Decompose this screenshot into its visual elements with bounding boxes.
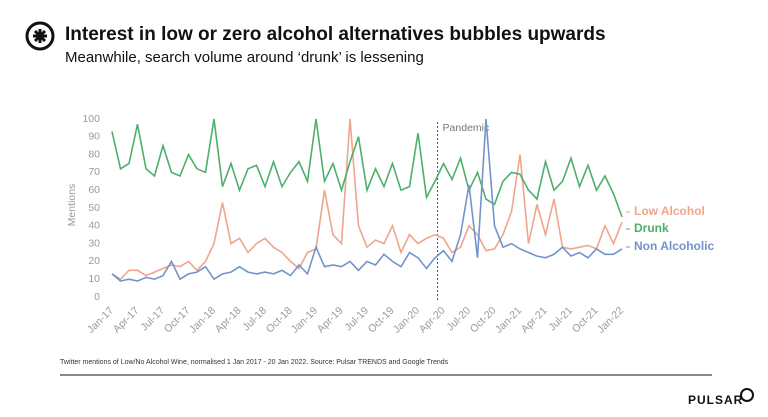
- x-tick-label: Apr-21: [519, 304, 550, 335]
- legend-label: Drunk: [634, 221, 669, 235]
- y-tick-label: 0: [94, 291, 100, 303]
- footnote: Twitter mentions of Low/No Alcohol Wine,…: [60, 359, 449, 366]
- x-tick-label: Jan-18: [187, 304, 218, 335]
- y-tick-label: 100: [82, 113, 100, 125]
- x-tick-label: Jan-22: [595, 304, 626, 335]
- y-tick-label: 20: [88, 255, 100, 267]
- y-tick-label: 70: [88, 166, 100, 178]
- x-tick-label: Oct-17: [162, 304, 193, 335]
- y-tick-label: 10: [88, 273, 100, 285]
- x-tick-label: Oct-20: [468, 304, 499, 335]
- brand-logo: [740, 388, 754, 402]
- x-tick-label: Jan-20: [391, 304, 422, 335]
- x-tick-label: Apr-18: [213, 304, 244, 335]
- legend-label: Low Alcohol: [634, 204, 705, 218]
- x-tick-label: Jan-19: [289, 304, 320, 335]
- y-axis-label: Mentions: [66, 184, 78, 227]
- y-tick-label: 50: [88, 202, 100, 214]
- y-tick-label: 90: [88, 131, 100, 143]
- y-tick-label: 30: [88, 237, 100, 249]
- x-tick-label: Apr-19: [315, 304, 346, 335]
- series-line: [111, 118, 623, 281]
- chart-subtitle: Meanwhile, search volume around ‘drunk’ …: [65, 49, 424, 66]
- annotation: Pandemic: [443, 122, 490, 134]
- x-tick-label: Oct-19: [366, 304, 397, 335]
- brand: PULSAR: [688, 393, 743, 407]
- x-tick-label: Apr-17: [111, 304, 142, 335]
- series-line: [111, 118, 623, 218]
- chart-title: Interest in low or zero alcohol alternat…: [65, 24, 606, 45]
- x-tick-label: Jan-17: [85, 304, 116, 335]
- x-tick-label: Oct-18: [264, 304, 295, 335]
- legend-label: Non Alcoholic: [634, 239, 715, 253]
- x-tick-label: Jan-21: [493, 304, 524, 335]
- series-line: [111, 118, 623, 282]
- x-tick-label: Apr-20: [417, 304, 448, 335]
- x-tick-label: Oct-21: [570, 304, 601, 335]
- logo: [25, 21, 55, 51]
- y-tick-label: 80: [88, 148, 100, 160]
- y-tick-label: 60: [88, 184, 100, 196]
- y-tick-label: 40: [88, 220, 100, 232]
